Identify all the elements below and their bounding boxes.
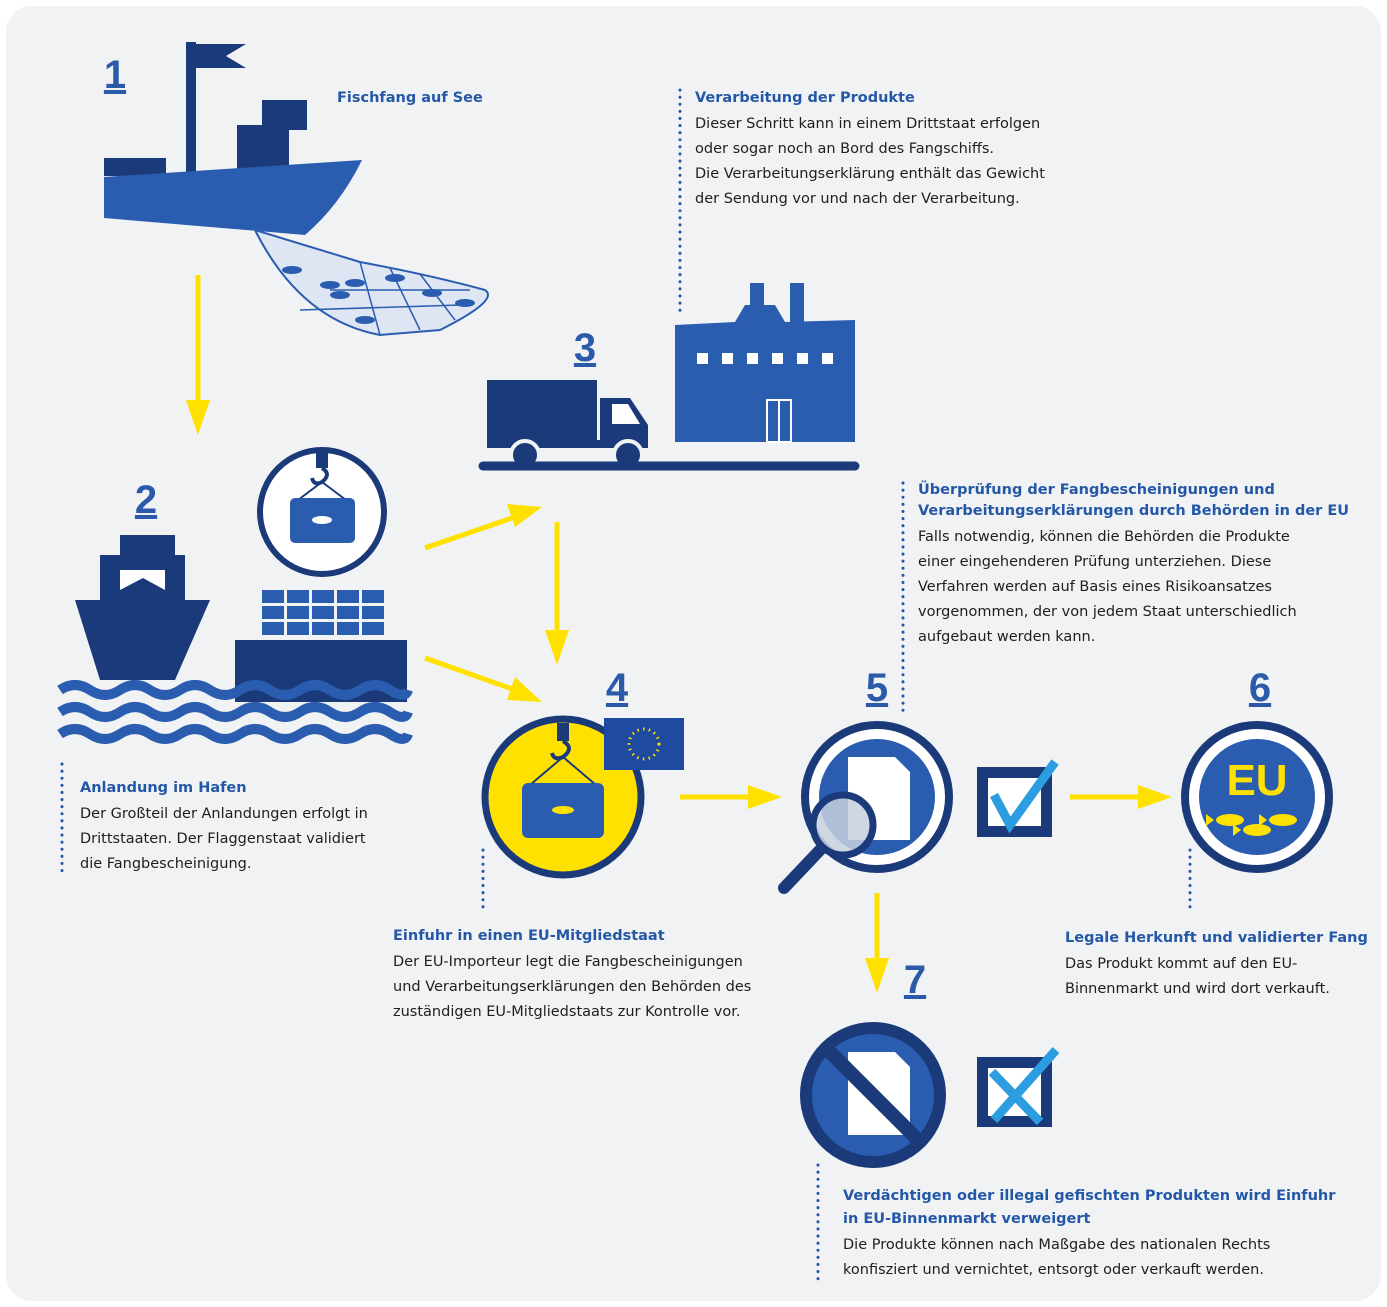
step-text: Die Produkte können nach Maßgabe des nat…: [843, 1237, 1270, 1253]
step-text: zuständigen EU-Mitgliedstaats zur Kontro…: [393, 1004, 740, 1020]
step-text: Der EU-Importeur legt die Fangbescheinig…: [393, 954, 743, 970]
step-title: Anlandung im Hafen: [80, 780, 247, 796]
step-text: Binnenmarkt und wird dort verkauft.: [1065, 981, 1330, 997]
step-text: die Fangbescheinigung.: [80, 856, 251, 872]
step-text: Falls notwendig, können die Behörden die…: [918, 529, 1290, 545]
step-number: 5: [866, 666, 888, 710]
eu-badge: EU: [1226, 756, 1287, 805]
step-text: und Verarbeitungserklärungen den Behörde…: [393, 979, 751, 995]
step-text: Der Großteil der Anlandungen erfolgt in: [80, 806, 368, 822]
step-title: in EU-Binnenmarkt verweigert: [843, 1211, 1091, 1227]
step-text: Die Verarbeitungserklärung enthält das G…: [695, 166, 1045, 182]
step-number: 4: [606, 666, 629, 710]
step-title: Verarbeitung der Produkte: [695, 90, 915, 106]
step-number: 3: [574, 326, 596, 370]
step-number: 2: [135, 478, 157, 522]
step-text: Dieser Schritt kann in einem Drittstaat …: [695, 116, 1040, 132]
step-text: Verfahren werden auf Basis eines Risikoa…: [918, 579, 1272, 595]
step-number: 7: [904, 958, 926, 1002]
step-title: Verarbeitungserklärungen durch Behörden …: [918, 503, 1349, 519]
step-number: 1: [104, 53, 126, 97]
step-text: konfisziert und vernichtet, entsorgt ode…: [843, 1262, 1264, 1278]
step-text: Das Produkt kommt auf den EU-: [1065, 956, 1297, 972]
step-title: Überprüfung der Fangbescheinigungen und: [918, 480, 1275, 498]
step-text: aufgebaut werden kann.: [918, 629, 1095, 645]
step-title: Verdächtigen oder illegal gefischten Pro…: [843, 1188, 1336, 1204]
step-text: einer eingehenderen Prüfung unterziehen.…: [918, 554, 1271, 570]
step-text: oder sogar noch an Bord des Fangschiffs.: [695, 141, 994, 157]
step-title: Fischfang auf See: [337, 90, 483, 106]
step-text: vorgenommen, der von jedem Staat untersc…: [918, 604, 1297, 620]
step-title: Legale Herkunft und validierter Fang: [1065, 930, 1368, 946]
step-title: Einfuhr in einen EU-Mitgliedstaat: [393, 928, 665, 944]
step-text: Drittstaaten. Der Flaggenstaat validiert: [80, 831, 366, 847]
diagram: EU 1 Fischfang auf See 2 Anlandung im Hafen…: [0, 0, 1387, 1307]
step-number: 6: [1249, 666, 1271, 710]
step-text: der Sendung vor und nach der Verarbeitun…: [695, 191, 1020, 207]
